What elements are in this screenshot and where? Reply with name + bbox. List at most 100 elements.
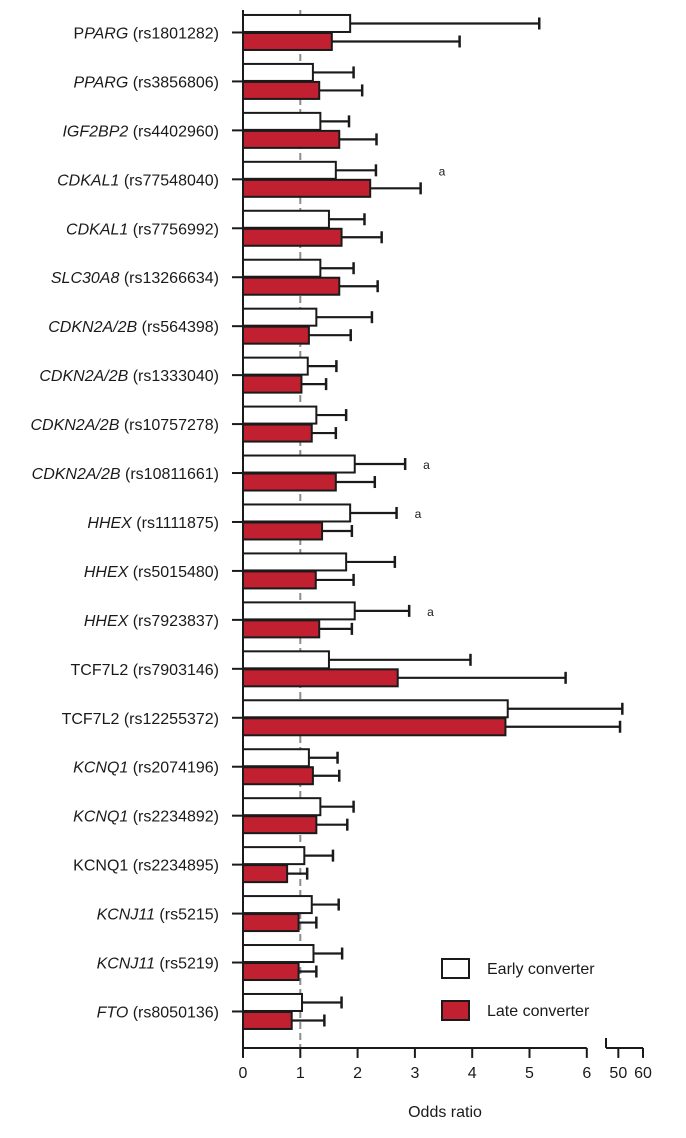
early-converter-bar	[242, 650, 330, 670]
late-converter-bar	[242, 31, 333, 51]
gene-name: CDKAL1	[57, 172, 119, 189]
significance-annotation: a	[423, 458, 430, 472]
early-converter-bar	[242, 992, 304, 1012]
early-converter-bar	[242, 797, 322, 817]
late-converter-bar	[242, 276, 341, 296]
category-label: SLC30A8 (rs13266634)	[51, 270, 219, 287]
late-converter-bar	[242, 521, 324, 541]
x-tick-label: 1	[296, 1065, 305, 1082]
early-converter-bar	[242, 209, 330, 229]
late-converter-bar	[242, 423, 313, 443]
legend-swatch	[441, 1000, 470, 1021]
gene-name-prefix: P	[73, 25, 84, 42]
snp-id: (rs1111875)	[132, 515, 219, 532]
x-tick-label: 0	[239, 1065, 248, 1082]
snp-id: (rs4402960)	[128, 123, 219, 140]
gene-name: PPARG	[73, 74, 128, 91]
gene-name: KCNJ11	[97, 956, 155, 973]
snp-id: (rs13266634)	[119, 270, 219, 287]
gene-name: IGF2BP2	[62, 123, 128, 140]
early-converter-bar	[242, 160, 337, 180]
x-tick-label: 5	[525, 1065, 534, 1082]
early-converter-bar	[242, 405, 318, 425]
late-converter-bar	[242, 1010, 293, 1030]
x-axis-title: Odds ratio	[408, 1104, 482, 1121]
x-tick-label: 4	[468, 1065, 477, 1082]
category-label: FTO (rs8050136)	[97, 1004, 219, 1021]
snp-id: (rs77548040)	[119, 172, 219, 189]
early-converter-bar	[242, 552, 348, 572]
early-converter-bar	[242, 601, 356, 621]
late-converter-bar	[242, 129, 341, 149]
early-converter-bar	[242, 258, 322, 278]
gene-name: CDKN2A/2B	[30, 417, 119, 434]
snp-id: (rs12255372)	[119, 711, 219, 728]
early-converter-bar	[242, 503, 352, 523]
category-label: CDKN2A/2B (rs10757278)	[30, 417, 219, 434]
legend-label: Early converter	[487, 961, 595, 978]
x-tick-label: 50	[609, 1065, 627, 1082]
category-label: KCNQ1 (rs2234895)	[73, 858, 219, 875]
gene-name: SLC30A8	[51, 270, 120, 287]
late-converter-bar	[242, 325, 310, 345]
early-converter-bar	[242, 111, 322, 131]
category-labels: PPARG (rs1801282)PPARG (rs3856806)IGF2BP…	[30, 25, 219, 1021]
early-converter-bar	[242, 748, 310, 768]
x-tick-label: 6	[582, 1065, 591, 1082]
category-label: CDKAL1 (rs7756992)	[66, 221, 219, 238]
gene-name: KCNJ11	[97, 907, 155, 924]
category-label: PPARG (rs3856806)	[73, 74, 219, 91]
gene-name: CDKN2A/2B	[39, 368, 128, 385]
category-label: PPARG (rs1801282)	[73, 25, 219, 42]
snp-id: (rs3856806)	[128, 74, 219, 91]
x-tick-label: 3	[410, 1065, 419, 1082]
gene-name: PARG	[84, 25, 128, 42]
category-label: CDKN2A/2B (rs10811661)	[32, 466, 219, 483]
gene-name: KCNQ1	[73, 858, 128, 875]
gene-name: TCF7L2	[70, 662, 128, 679]
late-converter-bar	[242, 472, 337, 492]
late-converter-bar	[242, 913, 300, 933]
early-converter-bar	[242, 62, 314, 82]
early-converter-bar	[242, 13, 352, 33]
legend: Early converter Late converter	[441, 958, 595, 1021]
snp-id: (rs564398)	[137, 319, 219, 336]
late-converter-bar	[242, 717, 507, 737]
category-label: TCF7L2 (rs7903146)	[70, 662, 219, 679]
category-label: IGF2BP2 (rs4402960)	[62, 123, 219, 140]
category-label: CDKAL1 (rs77548040)	[57, 172, 219, 189]
significance-annotation: a	[427, 605, 434, 619]
gene-name: FTO	[97, 1004, 129, 1021]
category-label: CDKN2A/2B (rs564398)	[48, 319, 219, 336]
early-converter-bar	[242, 846, 306, 866]
category-label: HHEX (rs7923837)	[84, 613, 219, 630]
early-converter-bar	[242, 699, 509, 719]
snp-id: (rs2234895)	[128, 858, 219, 875]
x-axis: 0 1 2 3 4 5 6 50 60	[232, 10, 652, 1082]
category-label: HHEX (rs5015480)	[84, 564, 219, 581]
category-label: CDKN2A/2B (rs1333040)	[39, 368, 219, 385]
category-label: KCNQ1 (rs2074196)	[73, 760, 219, 777]
snp-id: (rs2234892)	[128, 809, 219, 826]
gene-name: CDKN2A/2B	[32, 466, 121, 483]
legend-swatch	[441, 958, 470, 979]
category-label: KCNJ11 (rs5219)	[97, 956, 219, 973]
category-label: KCNQ1 (rs2234892)	[73, 809, 219, 826]
snp-id: (rs10757278)	[119, 417, 219, 434]
category-label: TCF7L2 (rs12255372)	[62, 711, 219, 728]
snp-id: (rs5215)	[155, 907, 219, 924]
snp-id: (rs5015480)	[128, 564, 219, 581]
late-converter-bar	[242, 962, 300, 982]
category-label: HHEX (rs1111875)	[87, 515, 219, 532]
category-label: KCNJ11 (rs5215)	[97, 907, 219, 924]
late-converter-bar	[242, 374, 303, 394]
significance-annotation: a	[439, 164, 446, 178]
snp-id: (rs7923837)	[128, 613, 219, 630]
late-converter-bar	[242, 178, 372, 198]
snp-id: (rs2074196)	[128, 760, 219, 777]
x-tick-label: 2	[353, 1065, 362, 1082]
x-tick-label: 60	[634, 1065, 652, 1082]
gene-name: KCNQ1	[73, 760, 128, 777]
gene-name: TCF7L2	[62, 711, 120, 728]
